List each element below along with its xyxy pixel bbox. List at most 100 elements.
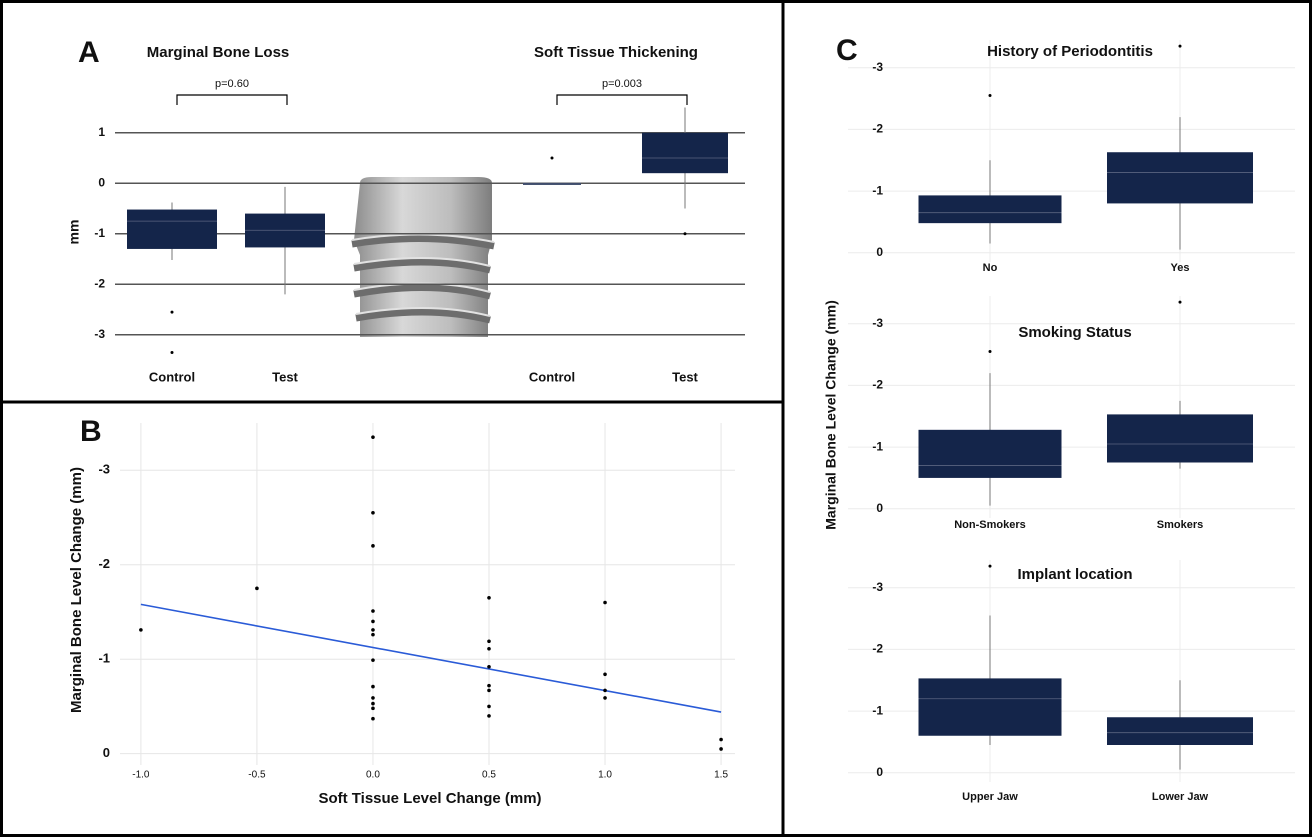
scatter-point xyxy=(371,701,375,706)
category-label: Control xyxy=(529,369,575,384)
box xyxy=(918,678,1062,736)
y-tick-label: -1 xyxy=(872,183,883,197)
panel-letter: A xyxy=(78,36,100,69)
scatter-point xyxy=(371,619,375,624)
category-label: Control xyxy=(149,369,195,384)
scatter-point xyxy=(371,609,375,613)
outlier xyxy=(1178,44,1182,48)
x-axis-label: Soft Tissue Level Change (mm) xyxy=(318,790,541,807)
y-tick-label: -2 xyxy=(98,556,110,571)
scatter-point xyxy=(371,684,375,689)
y-tick-label: -2 xyxy=(872,122,883,136)
category-label: Test xyxy=(272,369,298,384)
scatter-point xyxy=(371,628,375,632)
box xyxy=(523,183,581,185)
panel-letter: C xyxy=(836,34,858,67)
group-title: Soft Tissue Thickening xyxy=(534,44,698,61)
y-axis-label: mm xyxy=(66,220,82,245)
category-label: No xyxy=(983,262,998,274)
y-tick-label: -1 xyxy=(94,226,105,240)
y-tick-label: -3 xyxy=(94,327,105,341)
y-tick-label: -1 xyxy=(872,439,883,453)
outlier xyxy=(988,94,992,97)
x-tick-label: 1.5 xyxy=(714,770,728,781)
group-title: Smoking Status xyxy=(1018,324,1131,341)
group-title: History of Periodontitis xyxy=(987,43,1153,60)
scatter-point xyxy=(139,628,143,632)
category-label: Test xyxy=(672,369,698,384)
scatter-point xyxy=(371,632,375,637)
scatter-point xyxy=(371,510,375,515)
p-value: p=0.60 xyxy=(215,78,249,90)
category-label: Lower Jaw xyxy=(1152,791,1209,803)
category-label: Non-Smokers xyxy=(954,519,1026,531)
scatter-point xyxy=(371,716,375,721)
scatter-point xyxy=(487,688,491,693)
box xyxy=(1107,152,1253,204)
box xyxy=(1107,717,1253,745)
y-tick-label: 0 xyxy=(876,765,883,779)
y-tick-label: -3 xyxy=(872,60,883,74)
box xyxy=(918,195,1062,224)
significance-bracket xyxy=(556,94,688,105)
scatter-point xyxy=(719,747,723,751)
y-tick-label: -2 xyxy=(872,642,883,656)
box xyxy=(918,429,1062,478)
outlier xyxy=(170,350,174,354)
y-tick-label: -2 xyxy=(872,378,883,392)
y-tick-label: -3 xyxy=(872,580,883,594)
y-tick-label: 0 xyxy=(876,245,883,259)
category-label: Yes xyxy=(1171,262,1190,274)
scatter-point xyxy=(487,595,491,600)
category-label: Smokers xyxy=(1157,519,1203,531)
outlier xyxy=(550,156,554,160)
scatter-point xyxy=(719,737,723,742)
scatter-point xyxy=(603,688,607,693)
scatter-point xyxy=(371,706,375,711)
y-tick-label: 1 xyxy=(98,125,105,139)
box xyxy=(1107,414,1253,463)
outlier xyxy=(170,310,174,314)
scatter-point xyxy=(371,435,375,439)
category-label: Upper Jaw xyxy=(962,791,1018,803)
x-tick-label: -1.0 xyxy=(132,770,150,781)
scatter-point xyxy=(371,544,375,548)
scatter-point xyxy=(603,672,607,677)
y-tick-label: -3 xyxy=(872,316,883,330)
outlier xyxy=(988,564,992,568)
x-tick-label: 0.5 xyxy=(482,770,496,781)
outlier xyxy=(988,350,992,353)
y-axis-label: Marginal Bone Level Change (mm) xyxy=(68,467,85,713)
outlier xyxy=(683,232,687,236)
scatter-point xyxy=(371,696,375,700)
outlier xyxy=(1178,300,1182,304)
scatter-point xyxy=(487,639,491,644)
box xyxy=(127,209,217,249)
y-axis-label: Marginal Bone Level Change (mm) xyxy=(823,300,839,529)
panel-letter: B xyxy=(80,415,102,448)
scatter-point xyxy=(487,704,491,709)
scatter-point xyxy=(603,696,607,700)
scatter-point xyxy=(371,658,375,662)
x-tick-label: -0.5 xyxy=(248,770,266,781)
y-tick-label: 0 xyxy=(103,745,110,760)
scatter-point xyxy=(487,664,491,669)
scatter-point xyxy=(487,683,491,688)
p-value: p=0.003 xyxy=(602,78,642,90)
y-tick-label: 0 xyxy=(876,501,883,515)
significance-bracket xyxy=(176,94,288,105)
x-tick-label: 1.0 xyxy=(598,770,612,781)
box xyxy=(642,132,728,174)
y-tick-label: -1 xyxy=(98,651,110,666)
group-title: Implant location xyxy=(1017,566,1132,583)
scatter-point xyxy=(603,600,607,605)
y-tick-label: -1 xyxy=(872,703,883,717)
y-tick-label: -2 xyxy=(94,276,105,290)
x-tick-label: 0.0 xyxy=(366,770,380,781)
scatter-point xyxy=(487,646,491,651)
scatter-point xyxy=(487,714,491,718)
regression-line xyxy=(140,603,722,713)
